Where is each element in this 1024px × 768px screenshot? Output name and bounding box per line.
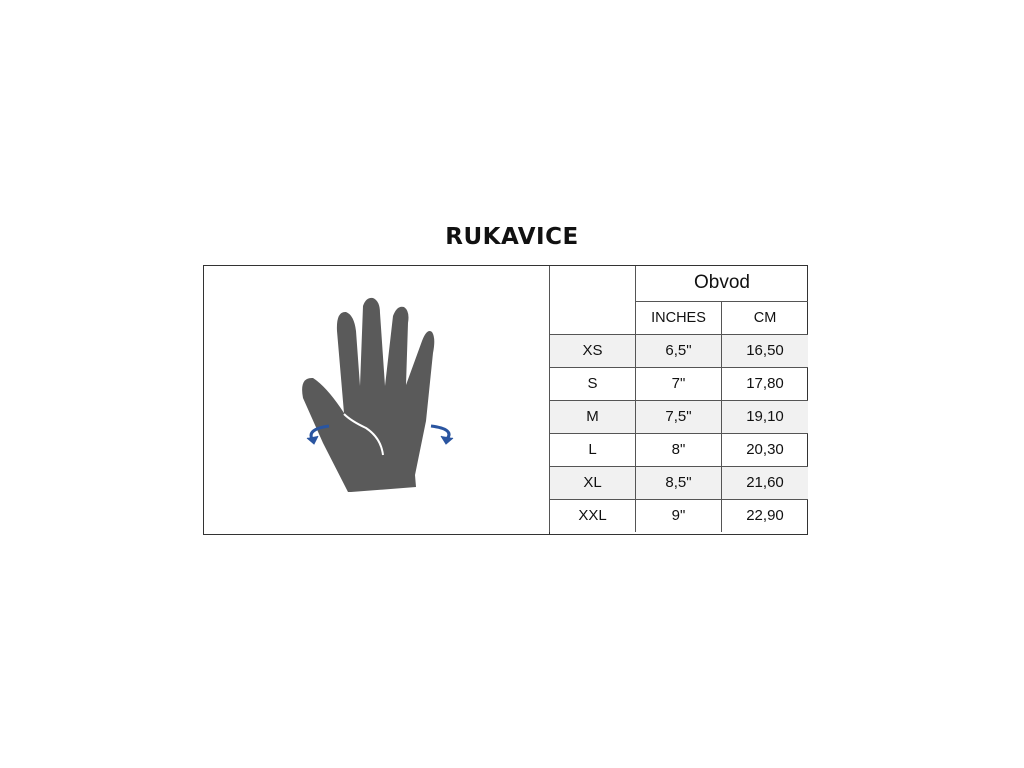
- size-cell: L: [549, 432, 636, 467]
- cm-cell: 20,30: [721, 432, 808, 467]
- table-row: XL 8,5" 21,60: [549, 465, 808, 500]
- size-cell: M: [549, 399, 636, 434]
- palm-line: [343, 413, 384, 456]
- table-row: XXL 9" 22,90: [549, 498, 808, 532]
- page-title: RUKAVICE: [445, 224, 579, 250]
- hand-circumference-icon: [302, 297, 454, 492]
- right-arrow-icon: [430, 424, 454, 445]
- size-cell: XL: [549, 465, 636, 500]
- inches-cell: 7,5": [635, 399, 722, 434]
- column-header-cm: CM: [721, 300, 808, 335]
- table-row: L 8" 20,30: [549, 432, 808, 467]
- table-row: S 7" 17,80: [549, 366, 808, 401]
- inches-cell: 9": [635, 498, 722, 532]
- cm-cell: 16,50: [721, 333, 808, 368]
- size-chart: Obvod INCHES CM XS 6,5" 16,50 S 7" 17,80…: [203, 265, 808, 535]
- empty-header-cell: [549, 266, 636, 335]
- size-cell: XS: [549, 333, 636, 368]
- size-cell: S: [549, 366, 636, 401]
- inches-cell: 8,5": [635, 465, 722, 500]
- left-arrow-icon: [306, 424, 330, 445]
- table-row: XS 6,5" 16,50: [549, 333, 808, 368]
- hand-shape: [302, 297, 435, 492]
- size-cell: XXL: [549, 498, 636, 532]
- group-header: Obvod: [635, 266, 808, 302]
- inches-cell: 8": [635, 432, 722, 467]
- table-row: M 7,5" 19,10: [549, 399, 808, 434]
- cm-cell: 21,60: [721, 465, 808, 500]
- cm-cell: 19,10: [721, 399, 808, 434]
- inches-cell: 6,5": [635, 333, 722, 368]
- inches-cell: 7": [635, 366, 722, 401]
- size-table: Obvod INCHES CM XS 6,5" 16,50 S 7" 17,80…: [549, 266, 808, 532]
- column-header-inches: INCHES: [635, 300, 722, 335]
- cm-cell: 17,80: [721, 366, 808, 401]
- cm-cell: 22,90: [721, 498, 808, 532]
- illustration-cell: [204, 266, 550, 534]
